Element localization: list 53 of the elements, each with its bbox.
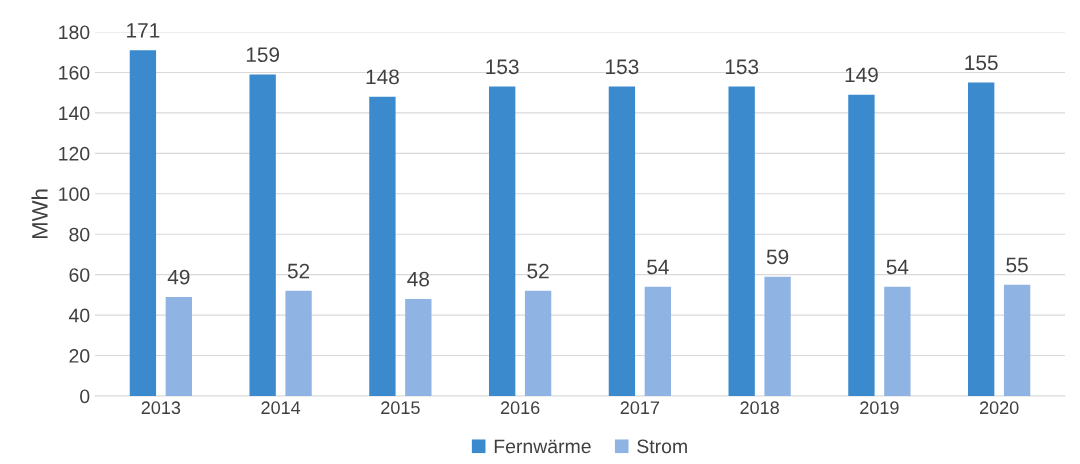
y-tick-label: 120	[59, 146, 90, 161]
legend-label: Fernwärme	[494, 439, 591, 454]
bar	[968, 82, 995, 396]
data-label: 159	[246, 47, 280, 63]
x-tick-label: 2018	[740, 401, 779, 415]
data-label: 153	[725, 59, 759, 75]
bar	[249, 74, 276, 396]
data-label: 54	[886, 259, 909, 275]
y-tick-label: 100	[59, 187, 90, 202]
bar	[129, 50, 157, 396]
bar	[165, 296, 192, 396]
bar	[405, 298, 432, 396]
x-tick-label: 2013	[141, 401, 181, 415]
data-label: 153	[486, 59, 519, 75]
x-tick-label: 2019	[860, 401, 899, 415]
data-label: 49	[167, 269, 190, 285]
bar	[848, 94, 875, 396]
data-label: 149	[845, 67, 878, 83]
bar	[1003, 284, 1031, 396]
data-label: 153	[606, 59, 639, 75]
bar	[764, 276, 791, 396]
y-tick-label: 60	[69, 268, 90, 282]
data-label: 148	[366, 69, 399, 85]
data-label: 52	[287, 263, 310, 279]
legend-label: Strom	[637, 439, 687, 454]
y-tick-label: 180	[59, 25, 90, 40]
bar	[488, 86, 516, 396]
x-tick-label: 2016	[500, 401, 540, 415]
y-tick-label: 160	[59, 65, 90, 80]
x-tick-label: 2014	[261, 401, 301, 415]
data-label: 55	[1006, 257, 1028, 273]
y-tick-label: 40	[68, 308, 90, 323]
bar	[728, 86, 755, 396]
x-tick-label: 2015	[381, 401, 420, 415]
bar	[644, 286, 672, 396]
y-tick-label: 20	[69, 349, 90, 363]
data-label: 48	[407, 271, 430, 287]
data-label: 155	[965, 55, 998, 71]
y-tick-label: 140	[59, 106, 90, 121]
data-label: 54	[647, 259, 669, 275]
data-label: 59	[766, 249, 789, 265]
bar	[524, 290, 552, 396]
y-tick-label: 0	[80, 389, 90, 404]
bar	[369, 96, 396, 396]
y-axis-title: MWh	[31, 189, 48, 239]
x-tick-label: 2017	[620, 401, 660, 415]
x-tick-label: 2020	[979, 401, 1019, 415]
bar	[884, 286, 911, 396]
bar	[285, 290, 312, 396]
y-tick-label: 80	[69, 227, 90, 242]
bar	[608, 86, 636, 396]
data-label: 52	[527, 263, 549, 279]
data-label: 171	[127, 23, 160, 38]
